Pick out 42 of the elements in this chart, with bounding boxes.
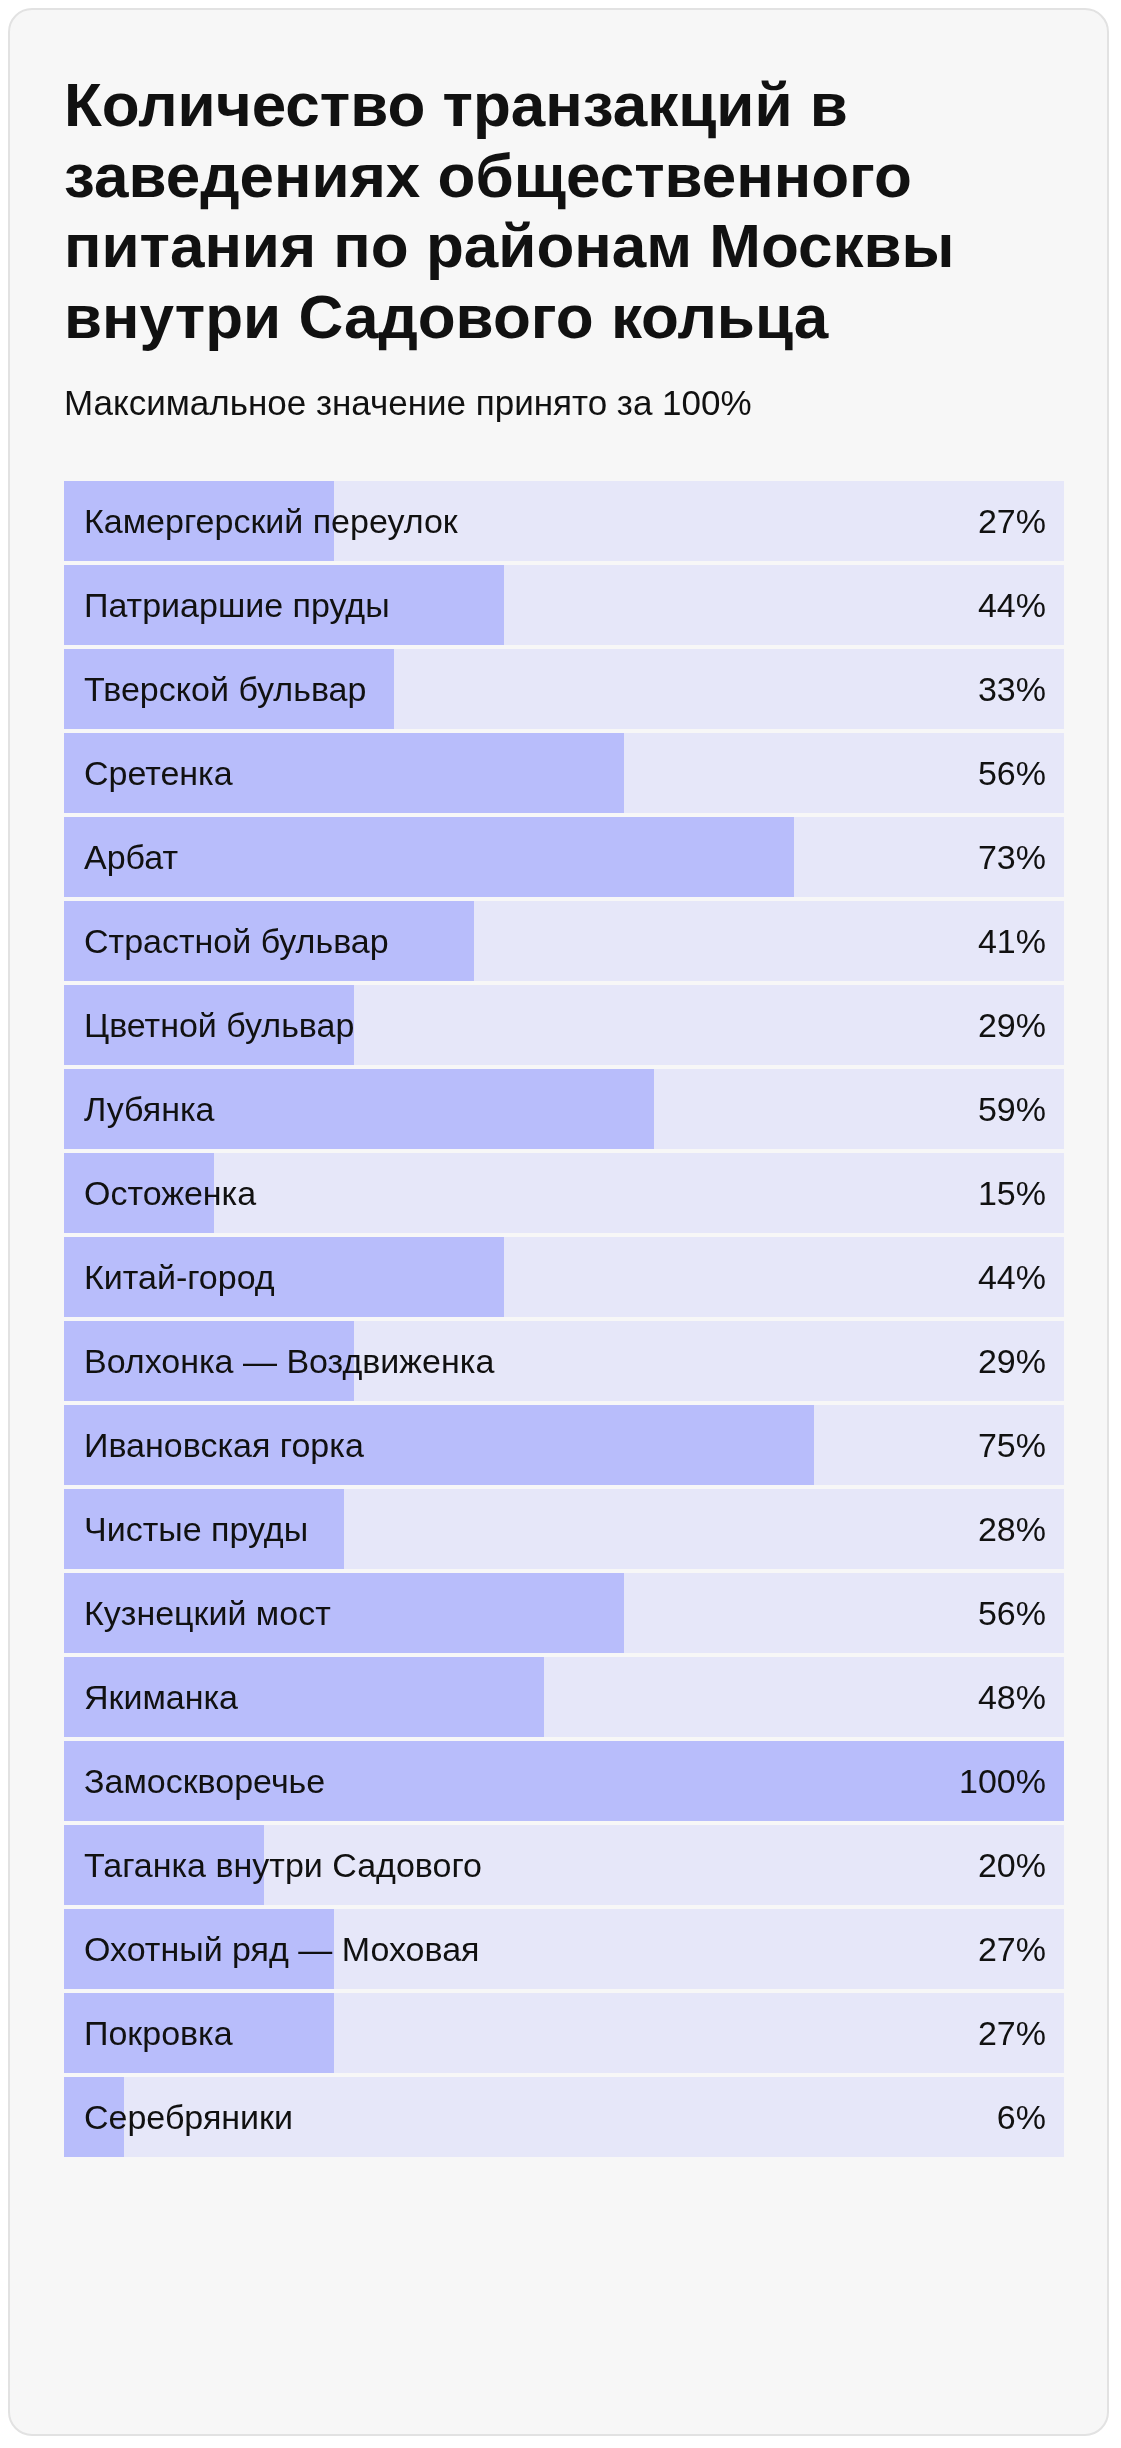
y-tick-label: Остоженка: [84, 1173, 257, 1212]
y-tick-label: Страстной бульвар: [84, 921, 389, 960]
chart-title: Количество транзакций в заведениях общественного питания по районам Москвы внутри Садового кольца: [64, 70, 956, 353]
data-label: 73%: [977, 837, 1046, 876]
data-label: 33%: [977, 669, 1046, 708]
y-tick-label: Цветной бульвар: [84, 1005, 355, 1044]
data-label: 56%: [977, 1593, 1046, 1632]
data-label: 75%: [977, 1425, 1046, 1464]
y-tick-label: Сретенка: [84, 753, 233, 792]
y-tick-label: Замоскворечье: [84, 1761, 326, 1800]
y-tick-label: Чистые пруды: [84, 1509, 309, 1548]
data-label: 29%: [977, 1005, 1046, 1044]
data-label: 6%: [996, 2097, 1046, 2136]
data-label: 44%: [977, 1257, 1046, 1296]
data-label: 27%: [977, 501, 1046, 540]
data-label: 27%: [977, 1929, 1046, 1968]
y-tick-label: Арбат: [84, 837, 179, 876]
data-label: 28%: [977, 1509, 1046, 1548]
y-tick-label: Охотный ряд — Моховая: [84, 1929, 480, 1968]
data-label: 20%: [977, 1845, 1046, 1884]
data-label: 44%: [977, 585, 1046, 624]
y-tick-label: Ивановская горка: [84, 1425, 364, 1464]
y-tick-label: Китай-город: [84, 1257, 275, 1296]
y-tick-label: Серебряники: [84, 2097, 293, 2136]
y-tick-label: Камергерский переулок: [84, 501, 459, 540]
y-tick-label: Лубянка: [84, 1089, 215, 1128]
y-tick-label: Покровка: [84, 2013, 233, 2052]
data-label: 59%: [977, 1089, 1046, 1128]
y-tick-label: Волхонка — Воздвиженка: [84, 1341, 495, 1380]
y-tick-label: Таганка внутри Садового: [84, 1845, 482, 1884]
data-label: 56%: [977, 753, 1046, 792]
data-label: 100%: [959, 1761, 1046, 1800]
data-label: 41%: [977, 921, 1046, 960]
data-label: 27%: [977, 2013, 1046, 2052]
y-tick-label: Тверской бульвар: [84, 669, 367, 708]
y-tick-label: Якиманка: [84, 1677, 239, 1716]
y-tick-label: Патриаршие пруды: [84, 585, 390, 624]
chart-subtitle: Максимальное значение принято за 100%: [64, 382, 753, 423]
y-tick-label: Кузнецкий мост: [84, 1593, 331, 1632]
data-label: 15%: [977, 1173, 1046, 1212]
data-label: 48%: [977, 1677, 1046, 1716]
data-label: 29%: [977, 1341, 1046, 1380]
